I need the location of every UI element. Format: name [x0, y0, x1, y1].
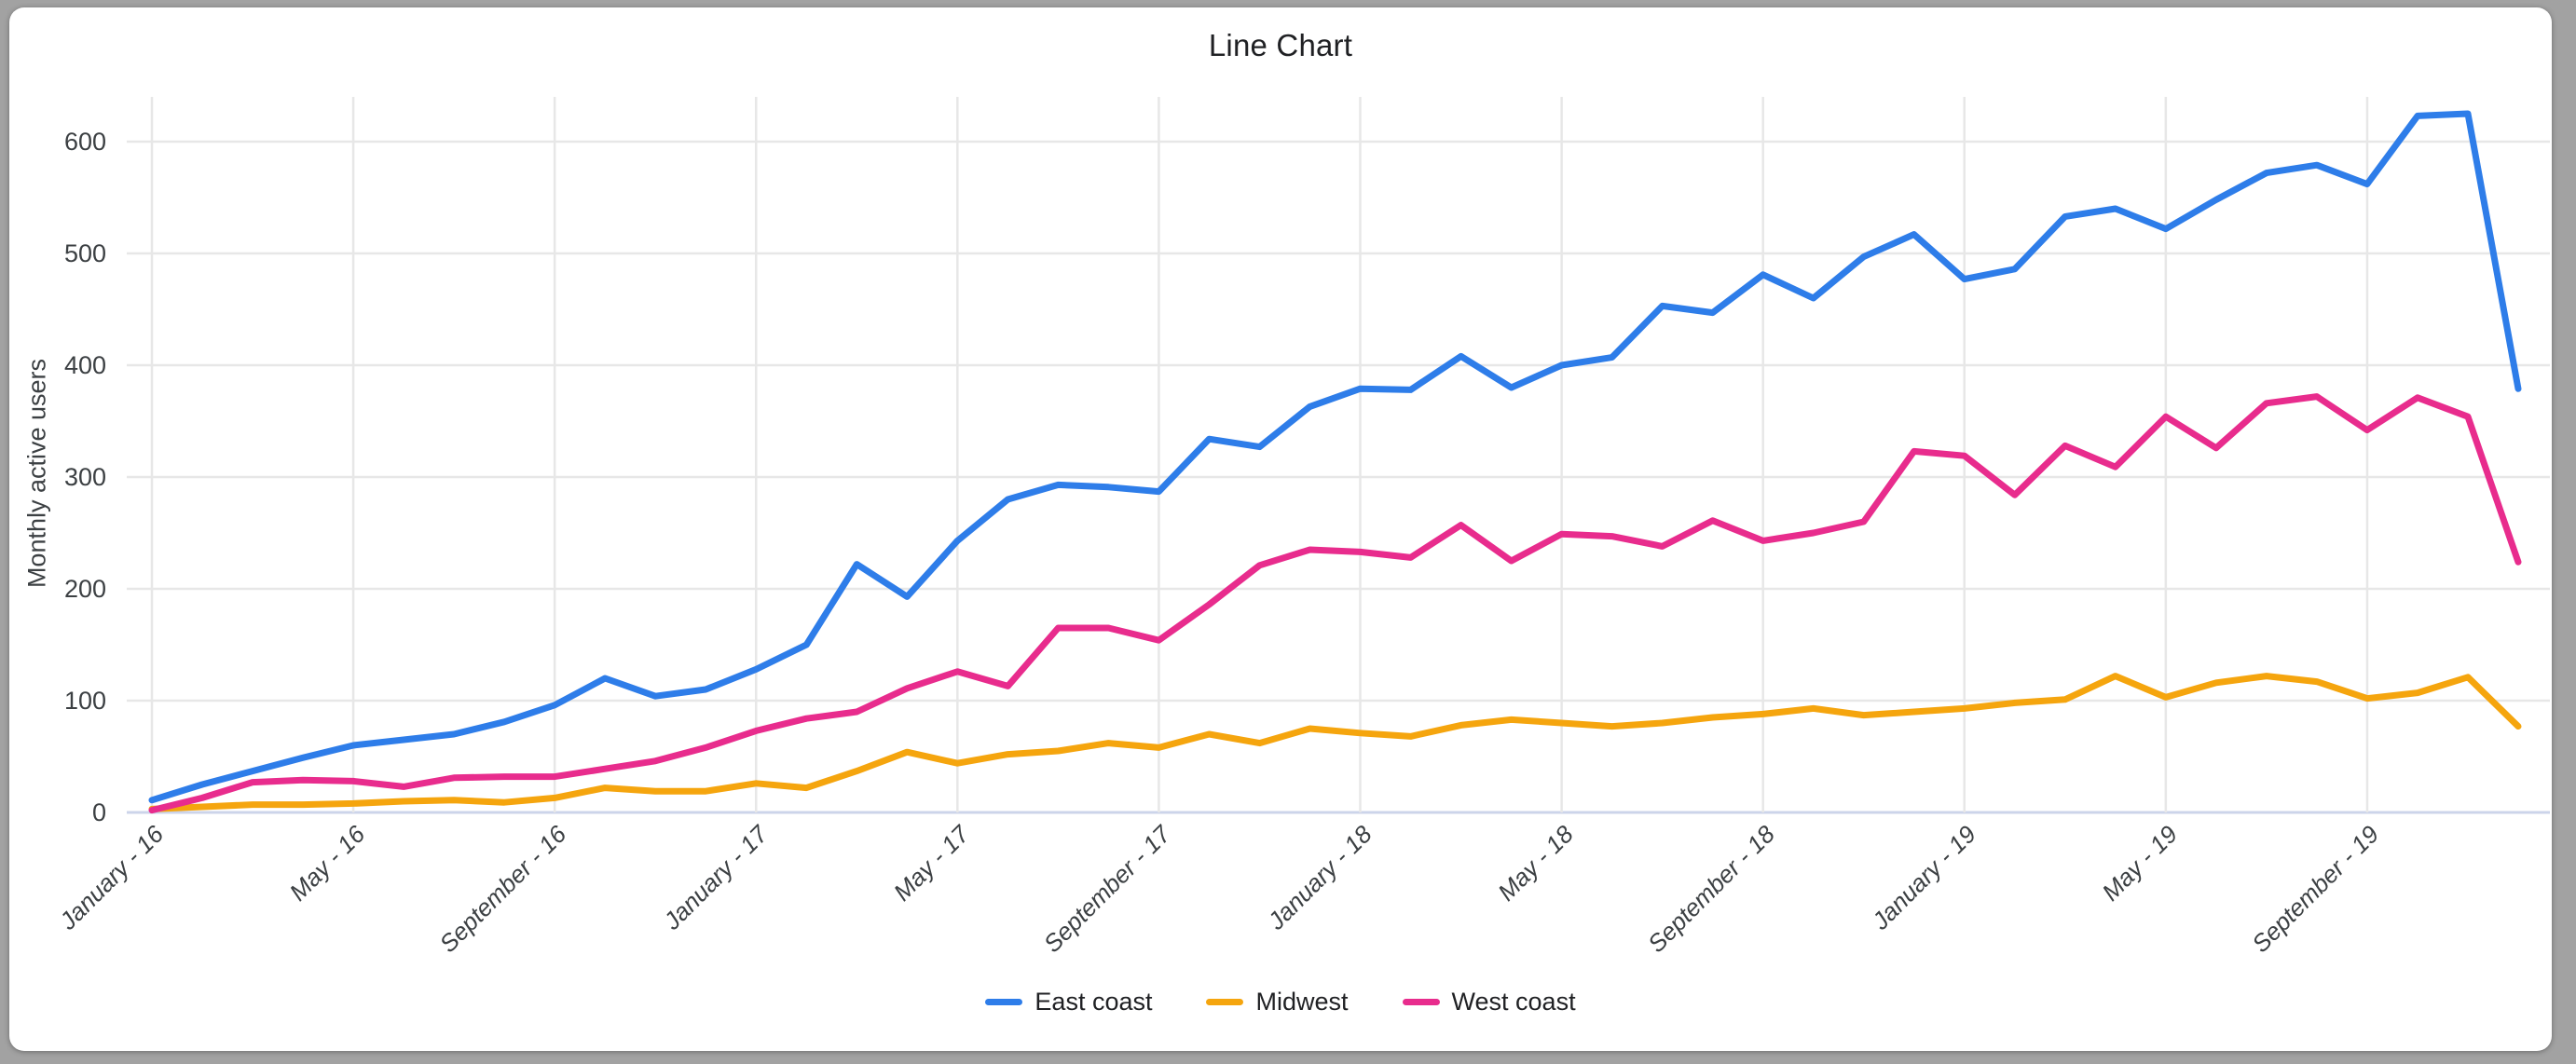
x-tick-label: May - 16	[284, 820, 371, 907]
x-tick-label: January - 19	[1866, 820, 1981, 935]
series-line-midwest[interactable]	[148, 673, 2522, 812]
west-coast-line-swatch-icon	[1402, 999, 1440, 1005]
y-tick-label: 0	[92, 798, 106, 826]
midwest-line-swatch-icon	[1206, 999, 1244, 1005]
x-tick-label: January - 16	[53, 820, 169, 935]
y-tick-label: 600	[64, 128, 106, 156]
x-tick-label: September - 16	[433, 820, 571, 958]
line-chart-plot-area[interactable]: 0 100 200 300 400 500 600 January - 16 May - 16 S…	[9, 7, 2552, 1051]
east-coast-line-swatch-icon	[985, 999, 1023, 1005]
series-line-east-coast[interactable]	[148, 110, 2522, 804]
series-line-west-coast[interactable]	[148, 393, 2522, 814]
legend-item-midwest: Midwest	[1206, 988, 1349, 1016]
x-tick-label: September - 18	[1642, 820, 1780, 958]
legend-label: East coast	[1035, 988, 1153, 1016]
legend-label: West coast	[1451, 988, 1576, 1016]
legend-item-east-coast: East coast	[985, 988, 1152, 1016]
legend-item-west-coast: West coast	[1402, 988, 1576, 1016]
y-tick-label: 100	[64, 687, 106, 715]
x-tick-label: May - 18	[1492, 820, 1579, 907]
chart-title: Line Chart	[1208, 28, 1353, 62]
y-tick-label: 400	[64, 351, 106, 379]
legend-label: Midwest	[1255, 988, 1349, 1016]
y-tick-label: 300	[64, 463, 106, 491]
legend: East coast Midwest West coast	[9, 988, 2552, 1016]
chart-card: Line Chart Monthly active users 0 100 200 3…	[9, 7, 2552, 1051]
x-tick-label: September - 17	[1038, 819, 1177, 958]
y-tick-label: 200	[64, 575, 106, 603]
x-tick-label: May - 19	[2096, 820, 2183, 907]
x-tick-label: January - 17	[657, 819, 774, 935]
x-tick-label: September - 19	[2246, 820, 2384, 958]
x-tick-label: May - 17	[888, 819, 976, 907]
y-tick-label: 500	[64, 239, 106, 267]
x-tick-label: January - 18	[1262, 820, 1377, 935]
